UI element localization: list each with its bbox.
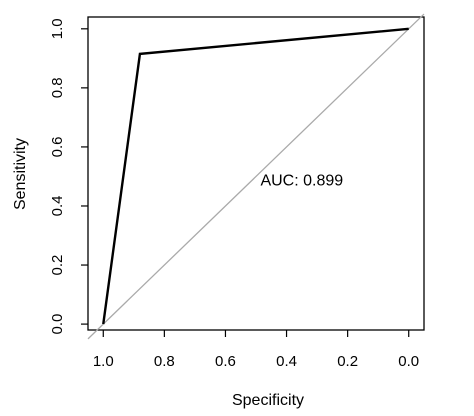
x-tick-label: 0.2 <box>337 353 358 370</box>
roc-curve-line <box>102 27 409 325</box>
x-axis-title: Specificity <box>232 392 304 409</box>
y-tick-label: 0.4 <box>49 196 66 217</box>
series-layer <box>87 13 425 340</box>
x-tick-label: 1.0 <box>93 353 114 370</box>
plot-frame <box>87 16 425 331</box>
auc-annotation: AUC: 0.899 <box>260 172 343 189</box>
axis-ticks: 1.0 0.8 0.6 0.4 0.2 0.0 0.0 0.2 0.4 0.6 0.8 1.0 <box>49 18 419 370</box>
diagonal-reference-line <box>87 13 425 340</box>
x-tick-label: 0.4 <box>276 353 297 370</box>
y-tick-label: 0.8 <box>49 77 66 98</box>
y-tick-label: 0.0 <box>49 314 66 335</box>
x-tick-label: 0.0 <box>398 353 419 370</box>
y-axis-title: Sensitivity <box>12 138 29 210</box>
y-tick-label: 0.2 <box>49 255 66 276</box>
x-tick-label: 0.8 <box>154 353 175 370</box>
x-tick-label: 0.6 <box>215 353 236 370</box>
y-tick-label: 1.0 <box>49 18 66 39</box>
y-tick-label: 0.6 <box>49 136 66 157</box>
